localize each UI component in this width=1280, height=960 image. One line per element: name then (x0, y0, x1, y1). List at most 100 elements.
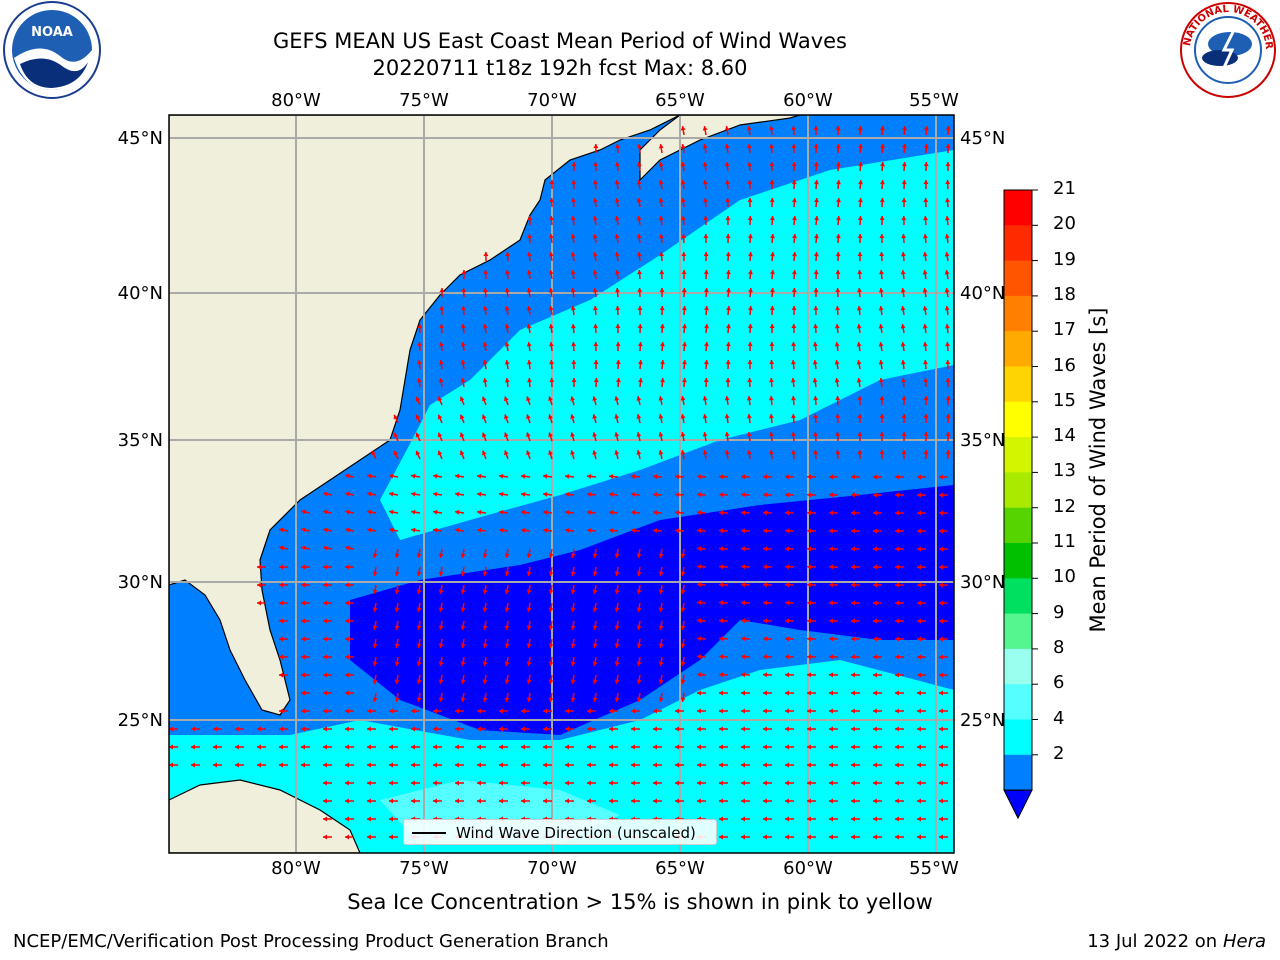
wind-wave-arrowhead (526, 252, 532, 257)
wind-wave-arrowhead (191, 744, 195, 750)
colorbar-segment (1004, 684, 1032, 720)
wind-wave-arrowhead (791, 342, 797, 347)
wind-wave-arrowhead (636, 625, 642, 630)
wind-wave-arrowhead (565, 798, 569, 804)
wind-wave-arrowhead (901, 162, 907, 167)
wind-wave-arrowhead (922, 234, 928, 239)
wind-wave-arrowhead (945, 450, 951, 455)
wind-wave-arrowhead (301, 708, 305, 714)
wind-wave-arrowhead (372, 607, 378, 612)
wind-wave-arrowhead (482, 625, 488, 630)
wind-wave-arrowhead (548, 288, 554, 293)
wind-wave-arrowhead (835, 396, 841, 401)
wind-wave-arrowhead (879, 216, 885, 221)
wind-wave-arrowhead (741, 582, 746, 588)
wind-wave-arrowhead (834, 378, 840, 383)
wind-wave-arrowhead (785, 762, 789, 768)
wind-wave-arrowhead (697, 636, 702, 642)
wind-wave-arrowhead (857, 288, 863, 293)
wind-wave-arrowhead (945, 360, 951, 365)
wind-wave-arrowhead (785, 546, 790, 552)
wind-wave-arrowhead (741, 780, 745, 786)
wind-wave-arrowhead (323, 834, 327, 840)
wind-wave-arrowhead (658, 607, 664, 612)
wind-wave-arrowhead (895, 816, 899, 822)
wind-wave-arrowhead (477, 491, 482, 497)
wind-wave-arrowhead (614, 589, 620, 594)
wind-wave-arrowhead (769, 198, 775, 203)
wind-wave-arrowhead (323, 798, 327, 804)
wind-wave-arrowhead (719, 816, 723, 822)
wind-wave-arrowhead (703, 252, 709, 257)
wind-wave-arrowhead (459, 396, 465, 402)
wind-wave-arrowhead (543, 708, 547, 714)
wind-wave-arrowhead (438, 679, 444, 684)
wind-wave-arrowhead (675, 798, 679, 804)
wind-wave-arrowhead (768, 414, 774, 419)
wind-wave-arrowhead (526, 414, 531, 420)
wind-wave-arrowhead (653, 762, 657, 768)
wind-wave-arrowhead (615, 342, 621, 347)
wind-wave-arrowhead (895, 780, 899, 786)
wind-wave-arrowhead (614, 697, 620, 702)
noaa-logo: NOAA (3, 1, 101, 99)
wind-wave-arrowhead (719, 528, 724, 534)
wind-wave-arrowhead (614, 625, 620, 630)
wind-wave-arrowhead (503, 432, 509, 438)
wind-wave-arrowhead (526, 288, 532, 293)
wind-wave-arrowhead (725, 324, 731, 329)
wind-wave-arrowhead (345, 762, 349, 768)
wind-wave-arrowhead (614, 432, 620, 437)
wind-wave-arrowhead (658, 589, 664, 594)
wind-wave-arrowhead (614, 198, 620, 203)
wind-wave-arrowhead (851, 582, 856, 588)
wind-wave-arrowhead (438, 589, 444, 594)
wind-wave-arrowhead (548, 697, 554, 702)
wind-wave-arrowhead (879, 414, 885, 419)
wind-wave-arrowhead (455, 491, 460, 497)
wind-wave-arrowhead (504, 342, 510, 347)
wind-wave-arrowhead (923, 162, 929, 167)
wind-wave-arrowhead (917, 744, 921, 750)
wind-wave-arrowhead (703, 198, 708, 203)
wind-wave-arrowhead (873, 564, 878, 570)
wind-wave-arrowhead (543, 726, 547, 732)
wind-wave-arrowhead (592, 252, 598, 257)
wind-wave-arrowhead (697, 726, 701, 732)
wind-wave-arrowhead (785, 798, 789, 804)
wind-wave-arrowhead (614, 643, 620, 648)
wind-wave-arrowhead (939, 834, 943, 840)
wind-wave-arrowhead (455, 527, 460, 533)
wind-wave-arrowhead (658, 643, 664, 648)
wind-wave-arrowhead (878, 288, 884, 293)
wind-wave-arrowhead (939, 780, 943, 786)
wind-wave-arrowhead (763, 690, 767, 696)
wind-wave-arrowhead (873, 708, 877, 714)
wind-wave-arrowhead (834, 324, 840, 329)
wind-wave-arrowhead (477, 798, 481, 804)
wind-wave-arrowhead (873, 726, 877, 732)
wind-wave-arrowhead (879, 252, 885, 257)
wind-wave-arrowhead (741, 726, 745, 732)
wind-wave-arrowhead (526, 396, 531, 402)
wind-wave-arrowhead (813, 306, 819, 311)
wind-wave-arrowhead (593, 378, 599, 383)
wind-wave-arrowhead (923, 198, 929, 203)
wind-wave-arrowhead (526, 553, 532, 558)
wind-wave-arrowhead (658, 571, 664, 576)
wind-wave-arrowhead (741, 690, 745, 696)
wind-wave-arrowhead (813, 432, 819, 437)
wind-wave-arrowhead (460, 342, 466, 347)
wind-wave-arrowhead (857, 216, 863, 221)
lat-label-right: 30°N (960, 572, 1005, 593)
wind-wave-arrowhead (785, 474, 790, 480)
colorbar-tick-label: 6 (1053, 672, 1065, 694)
wind-wave-arrowhead (675, 726, 679, 732)
wind-wave-arrowhead (741, 834, 745, 840)
wind-wave-arrowhead (944, 306, 950, 311)
wind-wave-arrowhead (741, 492, 746, 498)
dark-blue-core (350, 485, 954, 735)
wind-wave-arrowhead (792, 252, 797, 257)
wind-wave-arrowhead (571, 180, 577, 185)
wind-wave-arrowhead (680, 661, 686, 666)
